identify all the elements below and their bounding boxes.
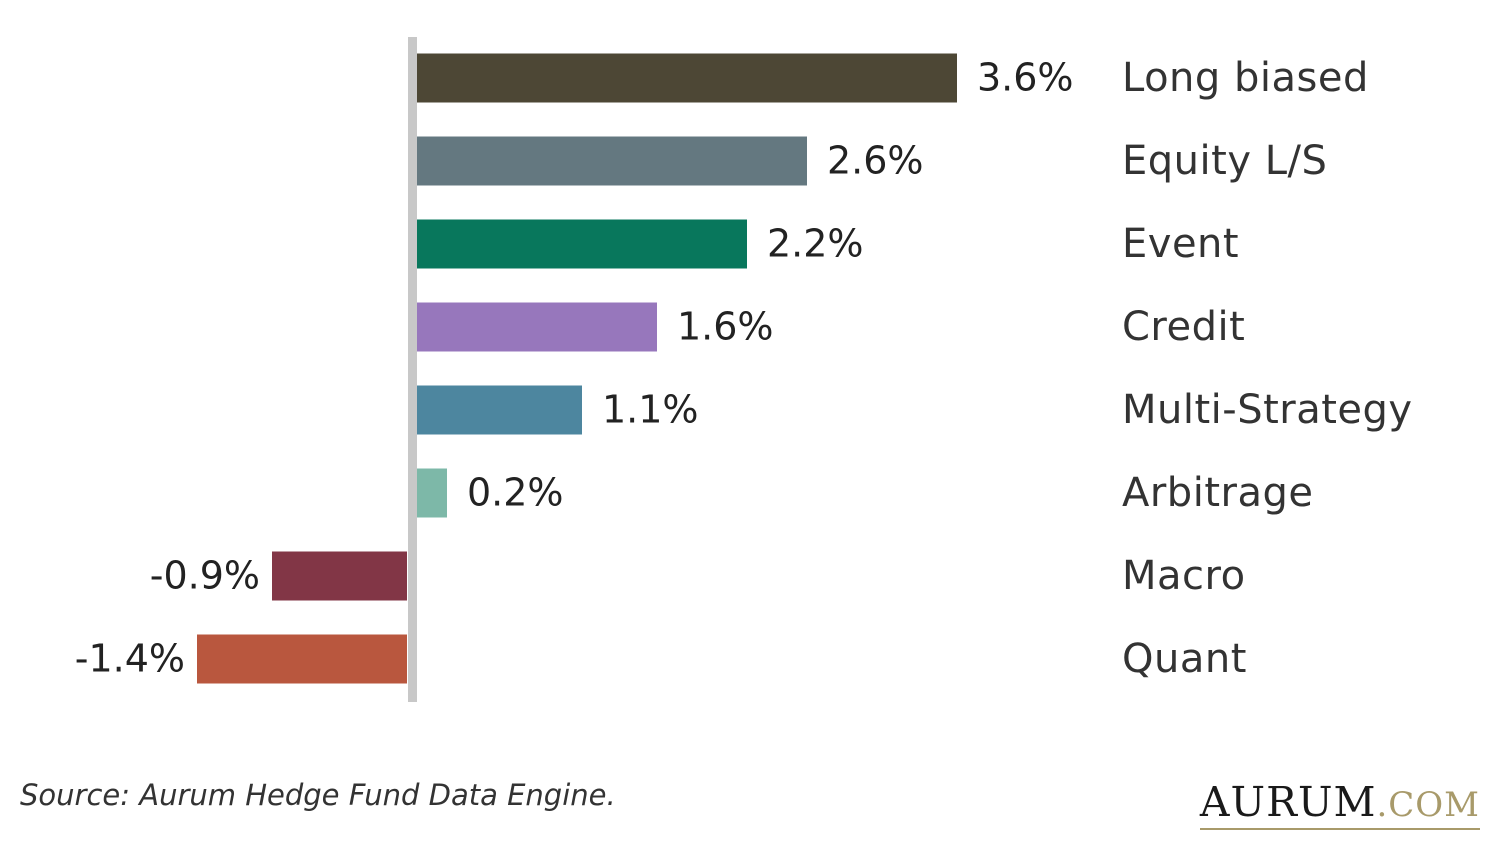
zero-axis-line [408,37,417,702]
brand-logo[interactable]: AURUM.COM [1199,782,1480,830]
value-label: 1.1% [602,388,699,432]
bar-long-biased [417,53,957,103]
bar-equity-l-s [417,136,807,186]
category-label: Equity L/S [1122,138,1327,184]
bar-chart: 3.6% Long biased 2.6% Equity L/S 2.2% Event 1.… [75,37,1413,702]
brand-underline [1199,828,1480,830]
bar-macro [272,551,407,601]
category-label: Long biased [1122,55,1369,101]
category-label: Arbitrage [1122,470,1313,516]
category-label: Credit [1122,304,1245,350]
category-label: Quant [1122,636,1247,682]
bar-credit [417,302,657,352]
category-label: Multi-Strategy [1122,387,1413,433]
bar-quant [197,634,407,684]
category-label: Event [1122,221,1239,267]
brand-name: AURUM [1199,778,1377,826]
bar-arbitrage [417,468,447,518]
value-label: 0.2% [467,471,564,515]
value-label: 2.2% [767,222,864,266]
value-label: -1.4% [75,637,185,681]
value-label: 3.6% [977,56,1074,100]
bar-event [417,219,747,269]
value-label: 1.6% [677,305,774,349]
category-label: Macro [1122,553,1246,599]
value-label: 2.6% [827,139,924,183]
bar-multi-strategy [417,385,582,435]
value-label: -0.9% [150,554,260,598]
source-note: Source: Aurum Hedge Fund Data Engine. [20,778,616,812]
brand-domain: .COM [1376,785,1480,825]
